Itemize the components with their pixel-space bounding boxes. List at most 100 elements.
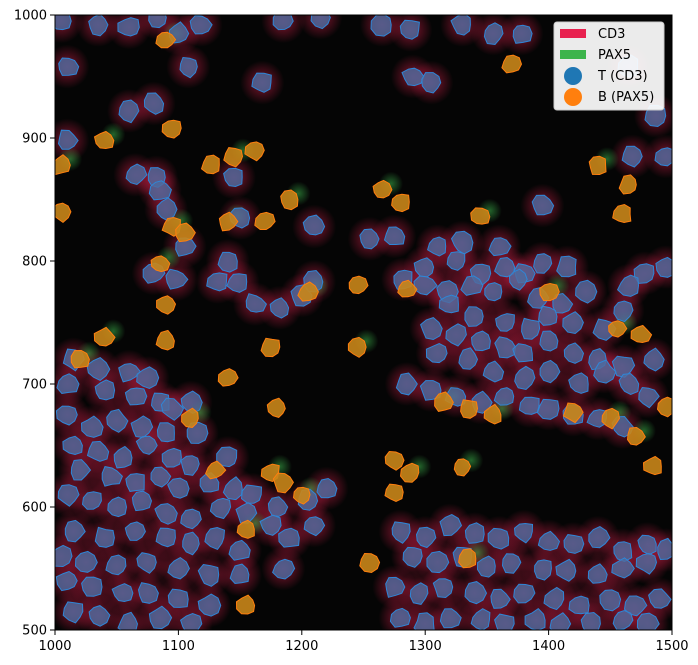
- t-cd3-cell: [586, 409, 608, 428]
- b-pax5-cell: [588, 155, 607, 176]
- b-pax5-cell: [391, 193, 410, 213]
- t-cd3-cell: [125, 473, 145, 492]
- t-cd3-cell: [439, 608, 462, 629]
- t-cd3-cell: [55, 570, 78, 592]
- t-cd3-cell: [657, 537, 672, 561]
- t-cd3-cell: [534, 559, 552, 581]
- t-cd3-cell: [136, 366, 160, 390]
- t-cd3-cell: [495, 313, 515, 332]
- t-cd3-cell: [514, 365, 536, 391]
- t-cd3-cell: [588, 526, 611, 549]
- t-cd3-cell: [229, 563, 250, 585]
- t-cd3-cell: [512, 24, 533, 44]
- t-cd3-cell: [150, 466, 172, 488]
- t-cd3-cell: [490, 588, 511, 609]
- y-tick-label: 600: [22, 501, 47, 516]
- b-pax5-cell: [155, 329, 175, 351]
- t-cd3-cell: [464, 581, 488, 605]
- t-cd3-cell: [395, 372, 418, 396]
- b-pax5-cell: [618, 174, 637, 195]
- t-cd3-cell: [130, 415, 154, 439]
- t-cd3-cell: [556, 255, 577, 278]
- t-cd3-cell: [55, 15, 72, 31]
- b-pax5-cell: [612, 203, 632, 224]
- b-pax5-cell: [372, 179, 393, 199]
- b-pax5-cell: [384, 483, 404, 502]
- y-tick-label: 900: [22, 132, 47, 147]
- x-axis: 1000 1100 1200 1300 1400 1500: [38, 630, 689, 654]
- t-cd3-cell: [154, 503, 178, 525]
- t-cd3-cell: [613, 300, 634, 323]
- t-cd3-cell: [105, 554, 127, 576]
- t-cd3-cell: [80, 415, 104, 438]
- b-pax5-cell: [217, 368, 239, 387]
- t-cd3-cell: [180, 455, 200, 476]
- b-pax5-cell: [70, 349, 90, 369]
- t-cd3-cell: [648, 588, 672, 609]
- b-pax5-cell: [347, 336, 367, 358]
- t-cd3-cell: [409, 582, 429, 605]
- legend-swatch-pax5: [560, 50, 586, 59]
- b-pax5-cell: [626, 426, 646, 446]
- t-cd3-cell: [539, 330, 559, 352]
- t-cd3-cell: [450, 15, 471, 36]
- t-cd3-cell: [427, 236, 447, 257]
- t-cd3-cell: [124, 521, 146, 541]
- b-pax5-cell: [93, 326, 116, 347]
- t-cd3-cell: [413, 257, 435, 278]
- t-cd3-cell: [161, 447, 182, 468]
- t-cd3-cell: [521, 317, 541, 340]
- t-cd3-cell: [245, 293, 268, 313]
- t-cd3-cell: [148, 15, 167, 29]
- t-cd3-cell: [359, 228, 380, 250]
- t-cd3-cell: [533, 253, 553, 274]
- t-cd3-cell: [633, 263, 655, 284]
- t-cd3-cell: [501, 553, 522, 574]
- t-cd3-cell: [179, 56, 198, 79]
- legend-box: [553, 21, 665, 111]
- t-cd3-cell: [432, 578, 454, 599]
- t-cd3-cell: [494, 336, 516, 359]
- t-cd3-cell: [86, 357, 111, 381]
- t-cd3-cell: [222, 476, 243, 501]
- t-cd3-cell: [206, 272, 228, 292]
- t-cd3-cell: [611, 557, 635, 579]
- t-cd3-cell: [458, 347, 479, 370]
- y-tick-label: 1000: [14, 9, 47, 24]
- t-cd3-cell: [421, 72, 442, 94]
- t-cd3-cell: [180, 508, 202, 530]
- t-cd3-cell: [618, 373, 640, 396]
- t-cd3-cell: [118, 363, 142, 383]
- t-cd3-cell: [62, 601, 84, 624]
- t-cd3-cell: [385, 576, 406, 598]
- b-pax5-cell: [434, 391, 454, 412]
- t-cd3-cell: [420, 317, 443, 341]
- t-cd3-cell: [88, 605, 111, 627]
- t-cd3-cell: [470, 608, 491, 630]
- t-cd3-cell: [94, 526, 115, 548]
- b-pax5-cell: [205, 460, 227, 480]
- t-cd3-cell: [57, 484, 80, 507]
- t-cd3-cell: [494, 613, 515, 630]
- t-cd3-cell: [117, 611, 139, 630]
- t-cd3-cell: [118, 99, 140, 124]
- t-cd3-cell: [226, 273, 248, 293]
- b-pax5-cell: [458, 548, 477, 569]
- t-cd3-cell: [415, 526, 437, 549]
- t-cd3-cell: [167, 557, 190, 580]
- t-cd3-cell: [637, 534, 657, 556]
- t-cd3-cell: [167, 477, 190, 499]
- t-cd3-cell: [137, 582, 159, 604]
- t-cd3-cell: [111, 583, 134, 603]
- t-cd3-cell: [391, 521, 411, 544]
- series-b-pax5: [55, 31, 672, 615]
- t-cd3-cell: [446, 251, 466, 271]
- y-tick-label: 700: [22, 378, 47, 393]
- b-pax5-cell: [272, 472, 294, 494]
- t-cd3-cell: [402, 546, 423, 568]
- t-cd3-cell: [512, 343, 534, 363]
- t-cd3-cell: [81, 491, 102, 510]
- t-cd3-cell: [568, 595, 590, 615]
- t-cd3-cell: [484, 282, 503, 302]
